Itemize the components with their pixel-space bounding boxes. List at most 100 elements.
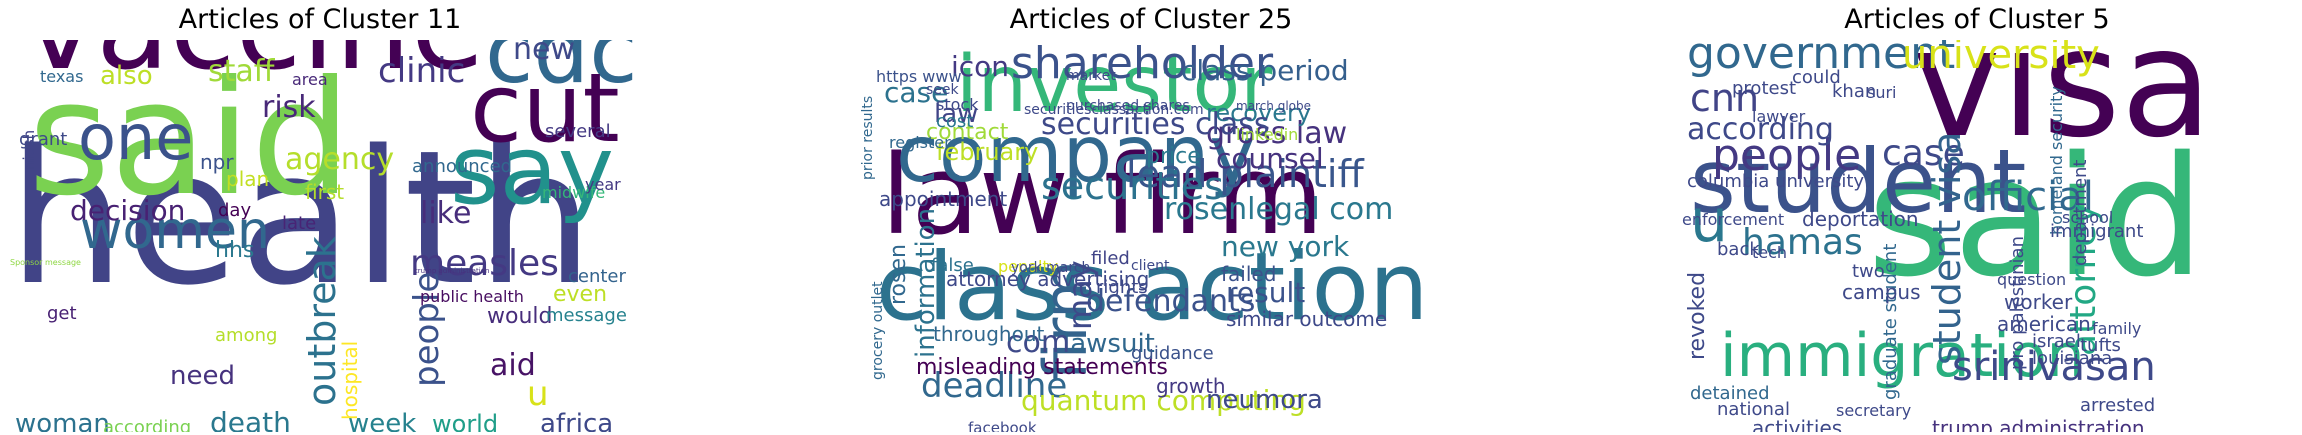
cloud-word: class period [1181, 54, 1349, 88]
cloud-word: growth [1156, 373, 1226, 398]
cloud-word: plan [226, 166, 270, 191]
cloud-word: say [450, 116, 614, 227]
cloud-word: detained [1690, 383, 1770, 405]
cloud-word: securities class [1041, 107, 1270, 143]
cloud-word: arrested [2080, 395, 2156, 417]
cloud-word: protest [1732, 78, 1797, 100]
panel-cluster-25: Articles of Cluster 25 law firm class act… [826, 0, 1476, 435]
cloud-word: suri [1867, 82, 1897, 102]
cloud-word: message [546, 305, 627, 327]
cloud-word: guidance [1131, 343, 1214, 365]
cloud-word: february [936, 138, 1039, 167]
cloud-word: secretary [1836, 400, 1912, 420]
cloud-word: africa [540, 408, 614, 432]
cloud-word: case [884, 76, 949, 110]
cloud-word: facebook [968, 418, 1037, 432]
cloud-word: according [103, 417, 192, 432]
cloud-word: shareholder [1011, 40, 1274, 89]
cloud-word: law [934, 98, 979, 129]
cloud-word: worker [2004, 289, 2073, 314]
cloud-word: case [1882, 133, 1965, 175]
cloud-word: campus [1842, 279, 1921, 304]
cloud-word: like [420, 196, 472, 232]
cloud-word: price [1146, 143, 1201, 169]
cloud-word: rosen [886, 244, 911, 305]
cloud-word: student visa [1925, 131, 1969, 365]
cloud-word: even [553, 281, 608, 307]
cloud-word: law firm [881, 130, 1324, 259]
cloud-word: death [210, 406, 291, 432]
cloud-word: two [1852, 261, 1885, 283]
cloud-word: woman [15, 408, 110, 432]
cloud-word: cut [470, 54, 620, 165]
cloud-word: israel [2032, 331, 2081, 353]
cloud-word: said [28, 47, 352, 232]
cloud-word: said [1867, 120, 2205, 313]
cloud-word: seek [926, 81, 959, 98]
cloud-word: one [78, 101, 194, 175]
cloud-word: family [2092, 318, 2142, 338]
cloud-word: https www [876, 66, 962, 86]
cloud-word: neumora [1206, 384, 1323, 415]
cloud-word: lead plaintiff [1126, 151, 1364, 196]
cloud-word: com [1006, 325, 1071, 361]
cloud-word: vaccine [25, 40, 485, 88]
cloud-word: linkedin [1236, 124, 1299, 144]
cloud-word: contact [926, 119, 1009, 145]
cloud-word: tech [1752, 242, 1788, 262]
cloud-word: among [215, 325, 278, 347]
cloud-word: year [585, 174, 621, 194]
cloud-word: need [170, 360, 235, 391]
cloud-word: rosenlegal com [1164, 192, 1394, 228]
cloud-word: result [1226, 276, 1306, 310]
word-cloud: law firm class action company investor share… [826, 40, 1476, 432]
cloud-word: u [1690, 185, 1729, 256]
cloud-word: day [218, 200, 252, 222]
cloud-word: throughout [933, 321, 1045, 346]
cloud-word: gross law [1206, 116, 1348, 152]
cloud-word: failed [1221, 261, 1277, 286]
cloud-word: securitiesclassaction.com [1024, 101, 1204, 118]
panel-title: Articles of Cluster 5 [1844, 4, 2110, 35]
cloud-word: immigration [1720, 320, 2085, 391]
cloud-word: trump administration [415, 267, 490, 276]
cloud-word: hhs [215, 237, 255, 263]
cloud-word: staff [208, 54, 275, 90]
cloud-word: new [513, 40, 576, 68]
cloud-word: lawsuit [1063, 328, 1155, 359]
cloud-word: official [1962, 174, 2094, 221]
cloud-word: u [527, 374, 549, 415]
cloud-word: visa [1912, 40, 2213, 171]
cloud-word: student [1690, 129, 2027, 233]
cloud-word: prior results [860, 95, 876, 180]
cloud-word: register [889, 132, 951, 152]
cloud-word: defendants [1086, 284, 1256, 320]
cloud-word: trump administration [1932, 415, 2145, 432]
cloud-word: national [1717, 399, 1790, 421]
cloud-word: counsel [1216, 142, 1324, 176]
cloud-word: penalty [998, 256, 1059, 276]
cloud-word: could [1792, 67, 1841, 89]
cloud-word: cost [936, 111, 974, 133]
cloud-word: investor [956, 40, 1273, 131]
panel-cluster-5: Articles of Cluster 5 visa said student imm… [1652, 0, 2302, 435]
cloud-word: outbreak [300, 236, 344, 406]
cloud-word: stock [936, 94, 979, 114]
cloud-word: revoked [1685, 271, 1710, 360]
cloud-word: srinivasan [1952, 344, 2156, 391]
cloud-word: hospital [338, 340, 362, 420]
word-cloud: healthsaidvaccinecdccutsay one women measle… [0, 40, 640, 432]
cloud-word: march globe [1236, 99, 1312, 114]
cloud-word: center [568, 266, 626, 288]
cloud-word: purchased shares [1066, 97, 1190, 114]
cloud-word: women [80, 201, 270, 262]
cloud-word: world [432, 410, 499, 432]
cloud-word: columbia university [1687, 171, 1865, 193]
cloud-word: get [47, 303, 77, 325]
cloud-word: hamas [1742, 222, 1863, 264]
cloud-word: Sponsor message [10, 258, 81, 268]
cloud-word: securities [1041, 163, 1224, 208]
cloud-word: market [1066, 67, 1116, 84]
cloud-word: lawyer [1752, 106, 1806, 126]
cloud-word: question [1997, 269, 2067, 289]
